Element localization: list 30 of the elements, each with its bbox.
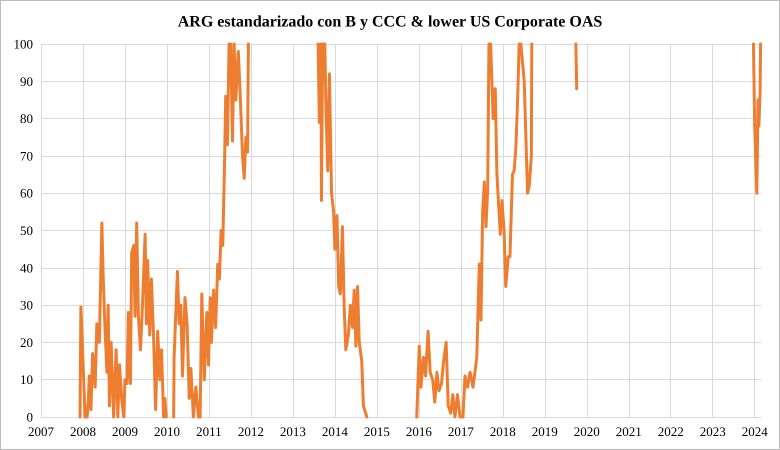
x-tick-label: 2024 <box>742 424 768 439</box>
x-tick-label: 2016 <box>406 424 432 439</box>
y-tick-label: 30 <box>20 298 33 313</box>
x-tick-label: 2012 <box>238 424 264 439</box>
x-tick-label: 2017 <box>448 424 474 439</box>
x-tick-label: 2023 <box>700 424 726 439</box>
x-tick-label: 2022 <box>658 424 684 439</box>
x-tick-label: 2009 <box>112 424 138 439</box>
x-tick-label: 2011 <box>196 424 222 439</box>
x-tick-label: 2018 <box>490 424 516 439</box>
y-tick-label: 40 <box>20 260 33 276</box>
y-tick-label: 70 <box>20 148 33 164</box>
y-tick-label: 60 <box>20 186 33 201</box>
y-tick-label: 90 <box>20 74 33 89</box>
x-tick-label: 2015 <box>364 424 390 439</box>
y-tick-label: 0 <box>26 410 33 424</box>
y-tick-label: 50 <box>20 223 33 238</box>
y-tick-label: 100 <box>14 36 33 52</box>
x-tick-label: 2007 <box>28 424 54 439</box>
y-tick-label: 10 <box>20 372 33 388</box>
x-tick-label: 2019 <box>532 424 558 439</box>
x-tick-label: 2021 <box>616 424 642 439</box>
x-tick-label: 2008 <box>70 424 96 439</box>
y-tick-label: 20 <box>20 334 33 350</box>
x-tick-label: 2010 <box>154 424 180 439</box>
chart-title: ARG estandarizado con B y CCC & lower US Corporate OAS <box>178 14 602 30</box>
x-tick-label: 2014 <box>322 424 348 439</box>
x-tick-label: 2013 <box>280 424 306 439</box>
x-tick-label: 2020 <box>574 424 600 439</box>
y-tick-label: 80 <box>20 111 33 126</box>
